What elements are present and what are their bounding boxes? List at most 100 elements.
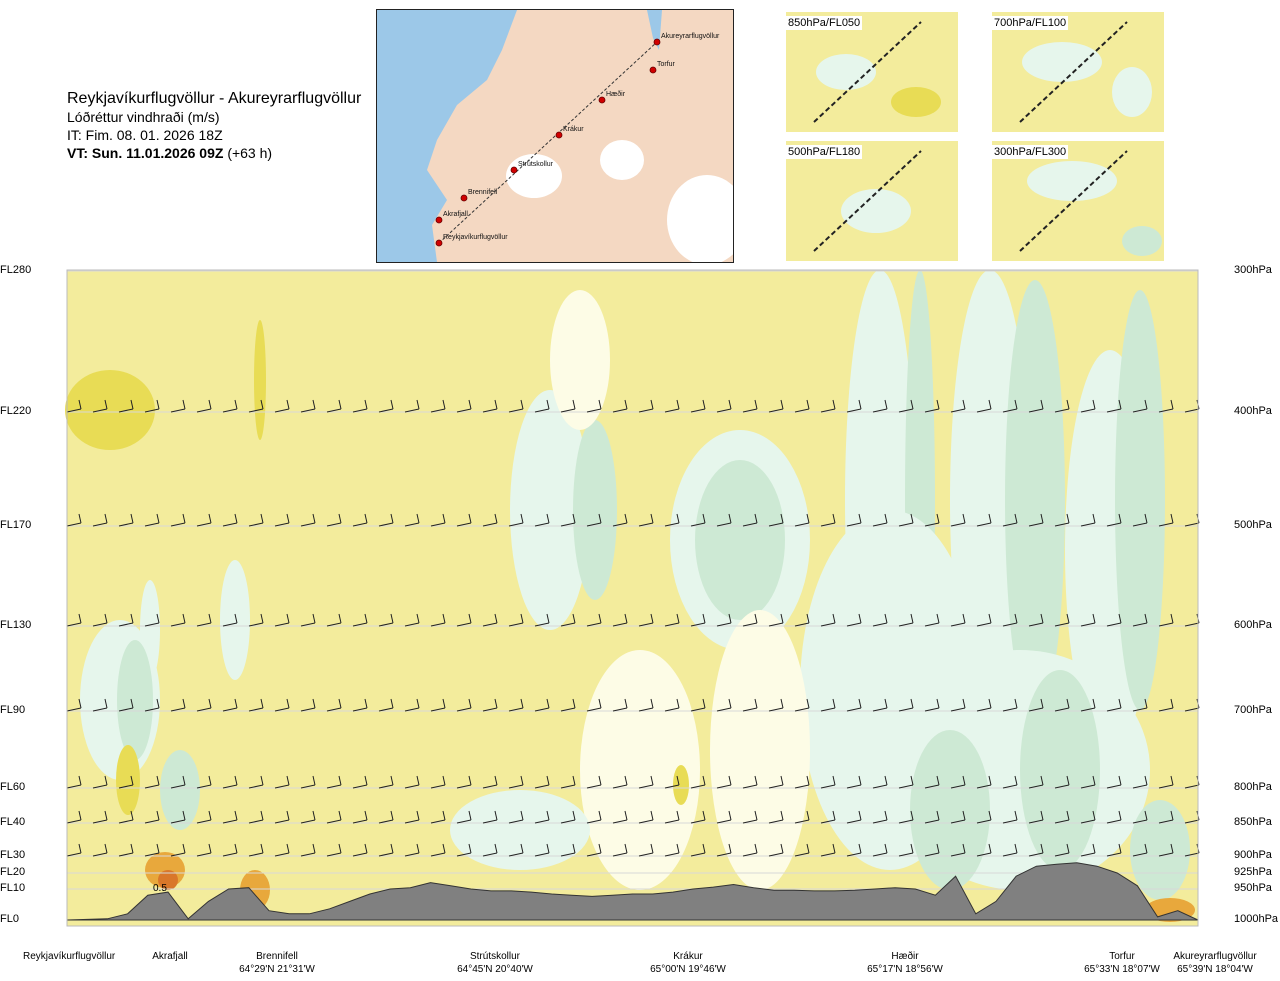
- route-point-marker: [460, 194, 468, 202]
- wind-barb: [1132, 513, 1148, 527]
- barb-feather: [858, 698, 862, 709]
- wind-barb: [404, 843, 420, 857]
- wind-barb: [534, 399, 550, 413]
- wind-barb: [638, 613, 654, 627]
- wind-barb: [1080, 613, 1096, 627]
- barb-staff: [248, 522, 264, 527]
- barb-staff: [534, 522, 550, 527]
- wind-barb: [352, 399, 368, 413]
- barb-staff: [378, 784, 394, 789]
- location-label: Akureyrarflugvöllur 65°39'N 18°04'W: [1170, 950, 1260, 976]
- barb-feather: [728, 775, 732, 786]
- barb-feather: [1040, 513, 1044, 524]
- wind-barb: [716, 843, 732, 857]
- barb-staff: [1106, 819, 1122, 824]
- barb-feather: [1040, 613, 1044, 624]
- wind-barb: [560, 810, 576, 824]
- barb-feather: [104, 810, 108, 821]
- barb-staff: [664, 522, 680, 527]
- plot-frame: [66, 269, 1199, 927]
- barb-staff: [768, 784, 784, 789]
- velocity-region: [550, 290, 610, 430]
- wind-barb: [66, 698, 82, 712]
- wind-barb: [508, 775, 524, 789]
- barb-feather: [988, 513, 992, 524]
- barb-feather: [1144, 399, 1148, 410]
- barb-feather: [910, 775, 914, 786]
- barb-staff: [92, 622, 108, 627]
- wind-barb: [664, 613, 680, 627]
- wind-barb: [1054, 698, 1070, 712]
- barb-staff: [1132, 852, 1148, 857]
- barb-staff: [794, 852, 810, 857]
- barb-feather: [1066, 698, 1070, 709]
- barb-feather: [520, 399, 524, 410]
- barb-feather: [780, 399, 784, 410]
- barb-staff: [222, 852, 238, 857]
- barb-staff: [274, 522, 290, 527]
- barb-staff: [456, 819, 472, 824]
- barb-staff: [274, 819, 290, 824]
- wind-barb: [144, 613, 160, 627]
- barb-feather: [988, 613, 992, 624]
- wind-barb: [872, 399, 888, 413]
- wind-barb: [352, 513, 368, 527]
- barb-feather: [130, 698, 134, 709]
- barb-staff: [1080, 852, 1096, 857]
- barb-staff: [508, 707, 524, 712]
- barb-feather: [1040, 810, 1044, 821]
- barb-staff: [1028, 622, 1044, 627]
- route-points: Akureyrarflugvöllur Torfur Hæðir Krákur Strú…: [435, 33, 720, 247]
- mini-map-700: 700hPa/FL100: [992, 12, 1164, 132]
- wind-barb: [404, 698, 420, 712]
- wind-barb: [1054, 843, 1070, 857]
- wind-barb: [768, 698, 784, 712]
- wind-barb: [1132, 775, 1148, 789]
- barb-staff: [482, 784, 498, 789]
- wind-barb: [976, 399, 992, 413]
- wind-barb: [950, 775, 966, 789]
- barb-feather: [780, 613, 784, 624]
- wind-barb: [534, 775, 550, 789]
- barb-staff: [716, 707, 732, 712]
- barb-feather: [520, 513, 524, 524]
- barb-staff: [976, 408, 992, 413]
- wind-barb: [1080, 513, 1096, 527]
- barb-feather: [104, 613, 108, 624]
- wind-barb: [144, 810, 160, 824]
- wind-barb: [638, 810, 654, 824]
- barb-feather: [832, 698, 836, 709]
- barb-staff: [456, 522, 472, 527]
- hpa-label: 500hPa: [1234, 519, 1272, 531]
- barb-staff: [690, 408, 706, 413]
- barb-feather: [494, 513, 498, 524]
- barb-feather: [156, 513, 160, 524]
- wind-barb: [1028, 810, 1044, 824]
- wind-barb: [404, 513, 420, 527]
- barb-staff: [196, 408, 212, 413]
- wind-barb: [586, 843, 602, 857]
- barb-staff: [170, 522, 186, 527]
- wind-barb: [638, 399, 654, 413]
- barb-staff: [196, 819, 212, 824]
- barb-staff: [716, 408, 732, 413]
- barb-staff: [716, 622, 732, 627]
- wind-barb: [508, 513, 524, 527]
- wind-barb: [690, 843, 706, 857]
- mini-map-300-canvas: [992, 141, 1164, 261]
- barb-feather: [572, 775, 576, 786]
- barb-feather: [598, 775, 602, 786]
- location-coord: 64°45'N 20°40'W: [457, 964, 533, 975]
- barb-feather: [364, 810, 368, 821]
- wind-barb: [1106, 810, 1122, 824]
- barb-staff: [846, 522, 862, 527]
- wind-barb: [378, 775, 394, 789]
- barb-feather: [1170, 843, 1174, 854]
- wind-barb: [92, 613, 108, 627]
- barb-feather: [650, 399, 654, 410]
- barb-feather: [104, 399, 108, 410]
- barb-staff: [742, 522, 758, 527]
- barb-staff: [1132, 408, 1148, 413]
- wind-barb: [820, 810, 836, 824]
- wind-barb: [92, 399, 108, 413]
